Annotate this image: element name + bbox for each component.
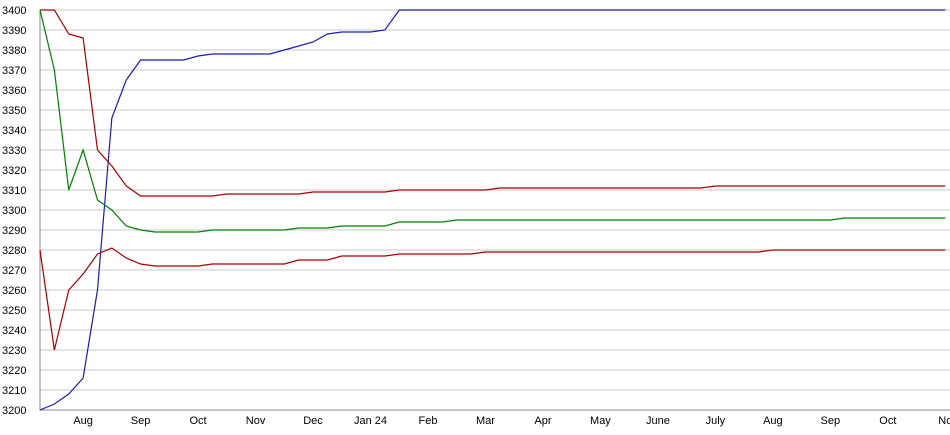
x-tick-label: Oct — [190, 415, 207, 427]
y-tick-label: 3400 — [2, 5, 26, 17]
x-tick-label: Sep — [821, 415, 841, 427]
x-tick-label: Dec — [303, 415, 323, 427]
y-tick-label: 3230 — [2, 345, 26, 357]
series-line — [39, 9, 946, 233]
y-tick-label: 3210 — [2, 385, 26, 397]
y-tick-label: 3240 — [2, 325, 26, 337]
y-tick-label: 3310 — [2, 185, 26, 197]
series-line — [39, 9, 946, 411]
x-tick-label: May — [590, 415, 611, 427]
y-tick-label: 3200 — [2, 405, 26, 417]
x-tick-label: Feb — [419, 415, 438, 427]
x-tick-label: Jan 24 — [354, 415, 387, 427]
y-tick-label: 3370 — [2, 65, 26, 77]
y-tick-label: 3290 — [2, 225, 26, 237]
y-tick-label: 3340 — [2, 125, 26, 137]
x-tick-label: Sep — [131, 415, 151, 427]
x-tick-label: Aug — [763, 415, 783, 427]
series-line — [40, 9, 946, 197]
y-tick-label: 3380 — [2, 45, 26, 57]
x-tick-label: Apr — [534, 415, 551, 427]
y-tick-label: 3270 — [2, 265, 26, 277]
y-tick-label: 3320 — [2, 165, 26, 177]
y-tick-label: 3330 — [2, 145, 26, 157]
series-line — [39, 247, 946, 351]
y-tick-label: 3250 — [2, 305, 26, 317]
y-tick-label: 3260 — [2, 285, 26, 297]
x-tick-label: July — [706, 415, 726, 427]
y-tick-label: 3350 — [2, 105, 26, 117]
x-tick-label: Aug — [73, 415, 93, 427]
y-tick-label: 3360 — [2, 85, 26, 97]
y-tick-label: 3300 — [2, 205, 26, 217]
y-tick-label: 3280 — [2, 245, 26, 257]
y-tick-label: 3390 — [2, 25, 26, 37]
y-tick-label: 3220 — [2, 365, 26, 377]
x-tick-label: Oct — [879, 415, 896, 427]
x-tick-label: Nov — [246, 415, 266, 427]
x-tick-label: Mar — [476, 415, 495, 427]
x-tick-label: No — [938, 415, 950, 427]
x-tick-label: June — [646, 415, 670, 427]
